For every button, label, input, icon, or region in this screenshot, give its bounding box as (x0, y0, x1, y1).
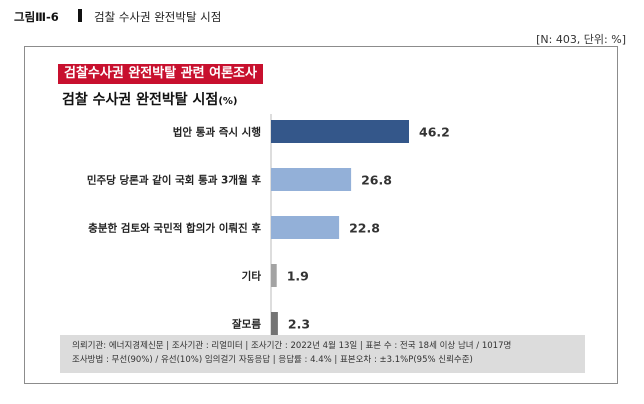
figure-label-marker (78, 9, 82, 22)
category-label-3: 기타 (242, 270, 262, 283)
chart-subtitle-text: 검찰 수사권 완전박탈 시점 (62, 92, 219, 108)
chart-subtitle-unit: (%) (218, 96, 238, 107)
value-label-4: 2.3 (288, 317, 310, 332)
figure-title: 검찰 수사권 완전박탈 시점 (94, 10, 222, 24)
bar-3 (271, 264, 277, 287)
chart-frame (24, 46, 618, 384)
value-label-0: 46.2 (419, 125, 450, 140)
footer-line-2: 조사방법 : 무선(90%) / 유선(10%) 임의걸기 자동응답 | 응답률… (72, 355, 473, 365)
bar-2 (271, 216, 340, 239)
bar-4 (271, 312, 278, 335)
value-label-1: 26.8 (361, 173, 392, 188)
category-label-0: 법안 통과 즉시 시행 (173, 126, 261, 139)
bar-0 (271, 120, 409, 143)
bar-1 (271, 168, 352, 191)
survey-footer: 의뢰기관: 에너지경제신문 | 조사기관 : 리얼미터 | 조사기간 : 202… (60, 335, 585, 373)
value-label-2: 22.8 (349, 221, 380, 236)
category-label-2: 충분한 검토와 국민적 합의가 이뤄진 후 (88, 222, 261, 235)
figure-label: 그림Ⅲ-6 (14, 10, 59, 24)
footer-line-1: 의뢰기관: 에너지경제신문 | 조사기관 : 리얼미터 | 조사기간 : 202… (72, 341, 512, 351)
chart-subtitle: 검찰 수사권 완전박탈 시점(%) (62, 89, 237, 109)
sample-unit-note: [N: 403, 단위: %] (536, 33, 626, 46)
value-label-3: 1.9 (287, 269, 309, 284)
survey-banner: 검찰수사권 완전박탈 관련 여론조사 (58, 64, 263, 84)
category-label-1: 민주당 당론과 같이 국회 통과 3개월 후 (87, 174, 261, 187)
category-label-4: 잘모름 (232, 319, 261, 331)
